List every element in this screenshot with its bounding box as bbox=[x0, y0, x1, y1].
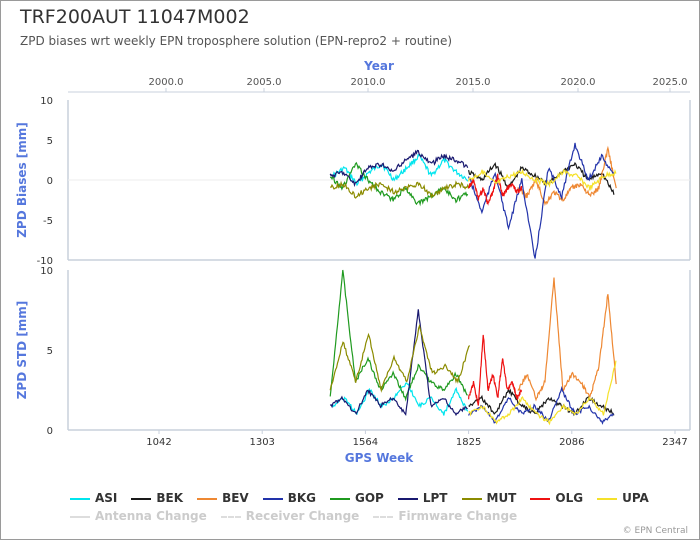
legend-item-olg[interactable]: OLG bbox=[530, 491, 583, 505]
legend-item-lpt[interactable]: LPT bbox=[397, 491, 448, 505]
series-line-bkg bbox=[468, 385, 615, 425]
series-line-bev bbox=[517, 145, 617, 207]
series-asi bbox=[331, 382, 469, 416]
series-asi bbox=[331, 153, 469, 187]
legend-label: BEK bbox=[156, 491, 184, 505]
y-tick-label: 5 bbox=[47, 346, 53, 357]
y-tick-label: 10 bbox=[40, 266, 53, 277]
series-gop bbox=[329, 161, 469, 207]
y-tick-label: 0 bbox=[47, 176, 53, 187]
legend-changes-row: Antenna Change Receiver Change Firmware Ch… bbox=[70, 508, 690, 524]
chart-title: TRF200AUT 11047M002 bbox=[20, 6, 250, 28]
legend-item-bek[interactable]: BEK bbox=[131, 491, 183, 505]
series-mut bbox=[329, 323, 471, 393]
series-lpt bbox=[329, 309, 468, 417]
legend-label: ASI bbox=[95, 491, 118, 505]
legend-item-upa[interactable]: UPA bbox=[597, 491, 649, 505]
y-axis-title: ZPD Biases [mm] bbox=[15, 122, 29, 238]
legend-item-bev[interactable]: BEV bbox=[197, 491, 249, 505]
legend-item-asi[interactable]: ASI bbox=[70, 491, 117, 505]
series-line-asi bbox=[331, 153, 469, 187]
legend-swatch bbox=[131, 498, 152, 500]
legend-label: BKG bbox=[287, 491, 316, 505]
series-line-bev bbox=[517, 277, 617, 402]
series-line-olg bbox=[468, 334, 523, 406]
series-olg bbox=[468, 334, 523, 406]
legend-label: MUT bbox=[486, 491, 517, 505]
x-axis-title: GPS Week bbox=[345, 451, 415, 465]
series-lpt bbox=[329, 149, 469, 188]
top-axis-tick-label: 2005.0 bbox=[247, 77, 282, 88]
legend-item-receiver-change[interactable]: Receiver Change bbox=[220, 509, 360, 523]
series-line-bkg bbox=[468, 142, 615, 259]
chart-subtitle: ZPD biases wrt weekly EPN troposphere so… bbox=[20, 34, 453, 48]
series-line-mut bbox=[330, 180, 471, 200]
legend-swatch bbox=[461, 498, 482, 500]
legend-label: Antenna Change bbox=[95, 509, 207, 523]
legend: ASI BEK BEV BKG GOP LPT MUT OLG UPA Antenna Chan… bbox=[70, 490, 690, 526]
top-axis-tick-label: 2020.0 bbox=[561, 77, 596, 88]
top-axis-tick-label: 2000.0 bbox=[149, 77, 184, 88]
legend-label: OLG bbox=[555, 491, 584, 505]
y-tick-label: -10 bbox=[37, 256, 53, 267]
x-tick-label: 1303 bbox=[249, 437, 274, 448]
y-tick-label: 5 bbox=[47, 136, 53, 147]
legend-label: Receiver Change bbox=[245, 509, 360, 523]
legend-item-mut[interactable]: MUT bbox=[461, 491, 517, 505]
legend-label: GOP bbox=[355, 491, 384, 505]
legend-item-gop[interactable]: GOP bbox=[330, 491, 384, 505]
top-axis-tick-label: 2010.0 bbox=[351, 77, 386, 88]
series-line-lpt bbox=[329, 309, 468, 417]
x-tick-label: 1564 bbox=[353, 437, 378, 448]
series-bkg bbox=[468, 385, 615, 425]
series-bev bbox=[517, 277, 617, 402]
series-line-lpt bbox=[329, 149, 469, 188]
top-axis-tick-label: 2025.0 bbox=[653, 77, 688, 88]
legend-item-firmware-change[interactable]: Firmware Change bbox=[373, 509, 517, 523]
y-tick-label: 10 bbox=[40, 96, 53, 107]
y-axis-title: ZPD STD [mm] bbox=[15, 301, 29, 400]
series-bev bbox=[517, 145, 617, 207]
y-tick-label: -5 bbox=[43, 216, 53, 227]
legend-swatch bbox=[597, 498, 618, 500]
legend-label: UPA bbox=[622, 491, 649, 505]
x-tick-label: 2347 bbox=[662, 437, 687, 448]
legend-label: BEV bbox=[222, 491, 249, 505]
legend-swatch bbox=[70, 516, 90, 518]
series-line-mut bbox=[329, 323, 471, 393]
y-tick-label: 0 bbox=[47, 426, 53, 437]
x-tick-label: 2086 bbox=[559, 437, 584, 448]
legend-swatch bbox=[197, 498, 218, 500]
series-line-gop bbox=[329, 269, 468, 402]
credit-text: © EPN Central bbox=[622, 526, 688, 536]
legend-item-antenna-change[interactable]: Antenna Change bbox=[70, 509, 207, 523]
legend-swatch bbox=[530, 498, 551, 500]
top-axis-tick-label: 2015.0 bbox=[456, 77, 491, 88]
series-mut bbox=[330, 180, 471, 200]
series-bkg bbox=[468, 142, 615, 259]
legend-label: LPT bbox=[422, 491, 448, 505]
legend-stations-row: ASI BEK BEV BKG GOP LPT MUT OLG UPA bbox=[70, 490, 690, 506]
legend-label: Firmware Change bbox=[398, 509, 518, 523]
series-line-gop bbox=[329, 161, 469, 207]
series-line-upa bbox=[468, 360, 617, 426]
legend-swatch bbox=[330, 498, 350, 500]
x-tick-label: 1042 bbox=[146, 437, 171, 448]
top-axis-title: Year bbox=[363, 59, 394, 73]
series-line-upa bbox=[468, 168, 617, 191]
legend-item-bkg[interactable]: BKG bbox=[262, 491, 316, 505]
series-upa bbox=[468, 168, 617, 191]
legend-swatch bbox=[397, 498, 418, 500]
series-upa bbox=[468, 360, 617, 426]
series-gop bbox=[329, 269, 468, 402]
legend-swatch bbox=[70, 498, 90, 500]
x-tick-label: 1825 bbox=[456, 437, 481, 448]
legend-swatch bbox=[220, 516, 241, 518]
legend-swatch bbox=[262, 498, 283, 500]
series-line-asi bbox=[331, 382, 469, 416]
legend-swatch bbox=[373, 516, 394, 518]
